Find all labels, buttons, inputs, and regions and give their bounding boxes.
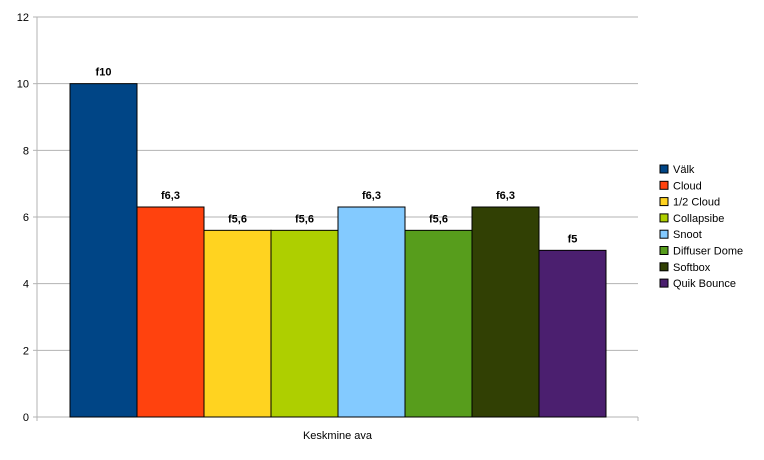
legend-swatch xyxy=(659,278,669,288)
bar-v-lk xyxy=(69,83,138,418)
legend-entry-label: Välk xyxy=(673,164,695,176)
bar-collapsibe xyxy=(270,229,339,418)
legend-entry-label: Collapsibe xyxy=(673,213,724,225)
legend-swatch xyxy=(659,213,669,223)
y-tick-label: 12 xyxy=(17,12,29,24)
data-label: f6,3 xyxy=(161,190,180,202)
y-tick-label: 8 xyxy=(23,145,29,157)
y-tick-label: 2 xyxy=(23,345,29,357)
data-label: f5,6 xyxy=(295,213,314,225)
legend-swatch xyxy=(659,180,669,190)
legend-swatch xyxy=(659,229,669,239)
bar-diffuser-dome xyxy=(404,229,473,418)
y-tick-label: 0 xyxy=(23,412,29,424)
bar-softbox xyxy=(471,206,540,418)
data-labels: f10 f6,3 f5,6 f5,6 f6,3 f5,6 f6,3 f5 xyxy=(96,67,578,246)
bar-cloud xyxy=(136,206,205,418)
legend-swatch xyxy=(659,262,669,272)
bar-quik-bounce xyxy=(538,249,607,418)
bars xyxy=(69,83,607,418)
legend-entry-label: Snoot xyxy=(673,229,702,241)
data-label: f6,3 xyxy=(362,190,381,202)
data-label: f10 xyxy=(96,67,112,79)
data-label: f6,3 xyxy=(496,190,515,202)
legend-swatch xyxy=(659,164,669,174)
legend-swatch xyxy=(659,197,669,207)
legend-entry-label: 1/2 Cloud xyxy=(673,197,720,209)
data-label: f5,6 xyxy=(429,213,448,225)
y-tick-label: 6 xyxy=(23,212,29,224)
y-tick-label: 10 xyxy=(17,79,29,91)
data-label: f5 xyxy=(568,233,578,245)
legend-entry-label: Softbox xyxy=(673,262,711,274)
legend-entry-label: Diffuser Dome xyxy=(673,246,743,258)
y-tick-label: 4 xyxy=(23,279,29,291)
bar-snoot xyxy=(337,206,406,418)
legend: Välk Cloud 1/2 Cloud Collapsibe Snoot Diffuse… xyxy=(659,164,743,290)
x-category-label: Keskmine ava xyxy=(303,430,373,442)
legend-entry-label: Cloud xyxy=(673,180,702,192)
legend-swatch xyxy=(659,246,669,255)
data-label: f5,6 xyxy=(228,213,247,225)
bar-1-2-cloud xyxy=(203,229,272,418)
legend-entry-label: Quik Bounce xyxy=(673,278,736,290)
